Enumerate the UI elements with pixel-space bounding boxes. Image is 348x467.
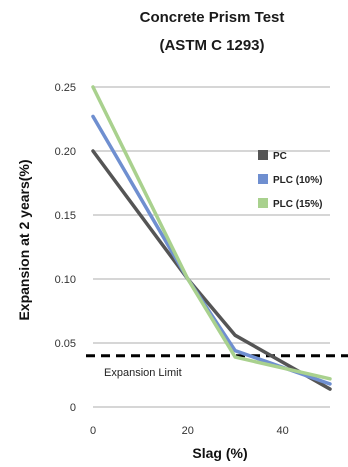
x-tick-label: 20 [182, 425, 194, 437]
x-axis-label: Slag (%) [192, 445, 247, 461]
y-tick-label: 0 [70, 402, 76, 414]
expansion-limit-label: Expansion Limit [104, 367, 182, 379]
legend-label: PLC (15%) [273, 199, 322, 210]
y-tick-label: 0.25 [55, 82, 76, 94]
series-lines [91, 85, 332, 391]
y-tick-label: 0.15 [55, 210, 76, 222]
series-line-2 [91, 85, 332, 381]
reference-line-group: Expansion Limit [86, 354, 348, 379]
series-line-0 [91, 149, 332, 391]
x-tick-labels: 0 20 40 [90, 425, 289, 437]
gridlines [93, 86, 330, 408]
legend-label: PLC (10%) [273, 175, 322, 186]
chart-title: Concrete Prism Test [140, 9, 285, 26]
y-tick-label: 0.20 [55, 146, 76, 158]
y-tick-labels: 0 0.05 0.10 0.15 0.20 0.25 [55, 82, 76, 414]
legend-label: PC [273, 151, 287, 162]
y-axis-label: Expansion at 2 years(%) [16, 159, 32, 320]
legend-swatch [258, 174, 268, 184]
x-tick-label: 0 [90, 425, 96, 437]
x-tick-label: 40 [276, 425, 288, 437]
chart-subtitle: (ASTM C 1293) [159, 37, 264, 54]
y-tick-label: 0.05 [55, 338, 76, 350]
legend-swatch [258, 198, 268, 208]
legend: PC PLC (10%) PLC (15%) [258, 150, 322, 210]
y-tick-label: 0.10 [55, 274, 76, 286]
legend-swatch [258, 150, 268, 160]
